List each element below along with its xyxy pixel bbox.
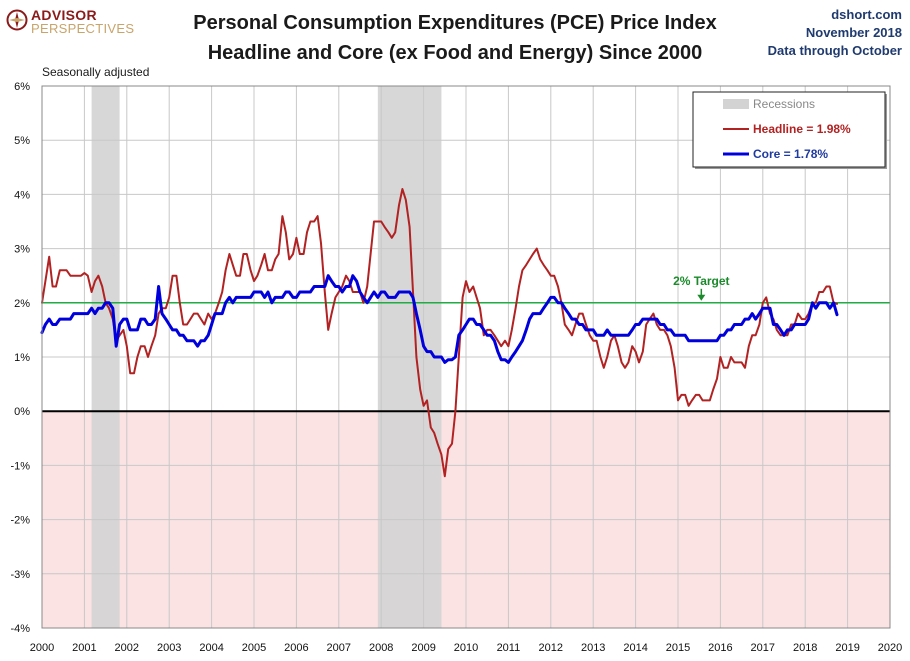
x-tick-label: 2002 [115, 642, 139, 654]
logo-text-top: ADVISOR [31, 7, 97, 23]
adjustment-note: Seasonally adjusted [42, 65, 150, 79]
source-site: dshort.com [831, 7, 902, 22]
y-tick-label: -2% [10, 515, 30, 527]
y-tick-label: 0% [14, 406, 30, 418]
x-tick-label: 2000 [30, 642, 54, 654]
chart-subtitle: Headline and Core (ex Food and Energy) S… [207, 42, 703, 64]
y-tick-label: 4% [14, 189, 30, 201]
x-tick-label: 2006 [284, 642, 308, 654]
x-tick-label: 2016 [708, 642, 732, 654]
x-tick-label: 2004 [199, 642, 223, 654]
y-tick-label: 6% [14, 81, 30, 93]
x-tick-label: 2014 [623, 642, 647, 654]
brand-logo: ADVISOR PERSPECTIVES [6, 7, 136, 37]
x-tick-label: 2015 [666, 642, 690, 654]
y-tick-label: -4% [10, 623, 30, 635]
x-tick-label: 2018 [793, 642, 817, 654]
x-tick-label: 2020 [878, 642, 902, 654]
x-tick-label: 2008 [369, 642, 393, 654]
legend-core-label: Core = 1.78% [753, 147, 828, 161]
x-tick-label: 2009 [411, 642, 435, 654]
x-tick-label: 2010 [454, 642, 478, 654]
target-arrow-icon [697, 294, 706, 301]
x-tick-label: 2001 [72, 642, 96, 654]
headline-series-line [41, 188, 838, 478]
x-tick-label: 2019 [835, 642, 859, 654]
x-tick-label: 2013 [581, 642, 605, 654]
y-tick-label: 3% [14, 244, 30, 256]
chart-title: Personal Consumption Expenditures (PCE) … [193, 12, 717, 34]
x-tick-label: 2007 [327, 642, 351, 654]
legend-headline-label: Headline = 1.98% [753, 122, 851, 136]
y-tick-label: 5% [14, 135, 30, 147]
x-tick-label: 2003 [157, 642, 181, 654]
logo-text-bottom: PERSPECTIVES [31, 21, 135, 36]
source-through: Data through October [767, 43, 902, 58]
x-tick-label: 2005 [242, 642, 266, 654]
plot-border [41, 85, 891, 629]
x-tick-label: 2017 [751, 642, 775, 654]
compass-icon [6, 9, 28, 31]
x-tick-label: 2012 [539, 642, 563, 654]
core-series-line [40, 274, 839, 364]
y-tick-label: 1% [14, 352, 30, 364]
legend-recession-label: Recessions [753, 97, 815, 111]
source-date: November 2018 [805, 25, 902, 40]
y-tick-label: -1% [10, 460, 30, 472]
y-tick-label: -3% [10, 569, 30, 581]
target-label: 2% Target [673, 274, 729, 288]
x-tick-label: 2011 [497, 642, 521, 654]
legend-recession-swatch [723, 99, 749, 109]
y-tick-label: 2% [14, 298, 30, 310]
